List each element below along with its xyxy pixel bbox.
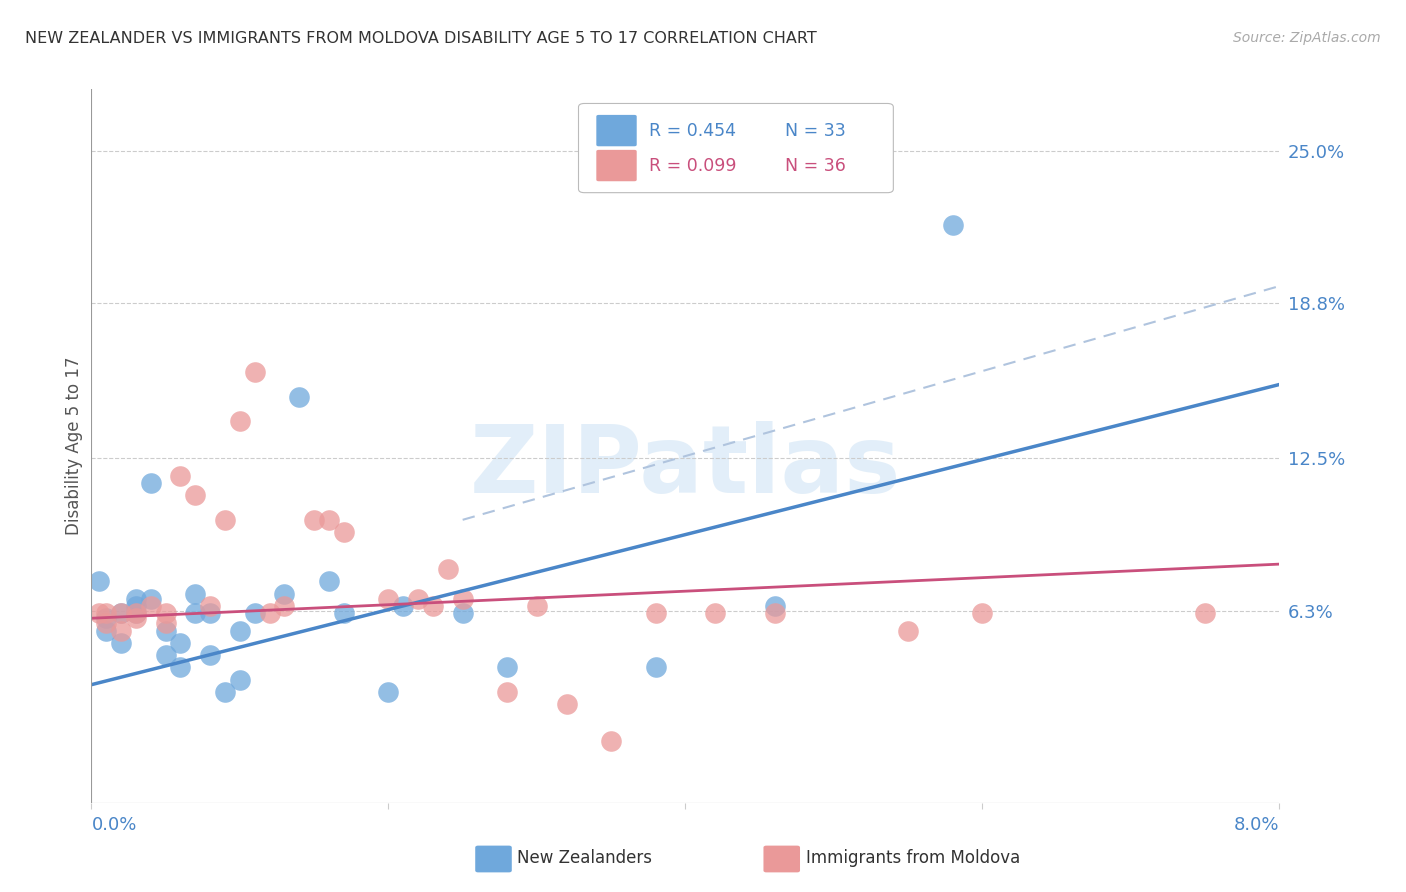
Point [288,390,311,404]
Point [169,468,191,483]
Point [214,513,236,527]
Text: R = 0.454: R = 0.454 [648,121,735,139]
Point [96,607,118,621]
Point [200,607,222,621]
Point [125,599,148,613]
Text: Source: ZipAtlas.com: Source: ZipAtlas.com [1233,31,1381,45]
Point [110,624,132,638]
Point [526,599,548,613]
Point [259,607,281,621]
Point [96,611,118,625]
Point [155,624,177,638]
Point [273,587,295,601]
Point [96,624,118,638]
Text: New Zealanders: New Zealanders [517,849,652,867]
Point [422,599,444,613]
Y-axis label: Disability Age 5 to 17: Disability Age 5 to 17 [65,357,83,535]
Point [318,513,340,527]
Point [302,513,325,527]
Point [229,414,252,428]
Point [110,607,132,621]
FancyBboxPatch shape [578,103,893,193]
Point [942,218,965,232]
Point [125,607,148,621]
Point [243,365,266,379]
Point [155,616,177,631]
Point [87,574,110,589]
Text: Immigrants from Moldova: Immigrants from Moldova [806,849,1019,867]
Point [377,685,399,699]
Point [1194,607,1216,621]
FancyBboxPatch shape [596,115,637,146]
Point [600,734,623,748]
Point [436,562,458,576]
Point [229,624,252,638]
Point [243,607,266,621]
Point [96,616,118,631]
Point [184,587,207,601]
Point [214,685,236,699]
Point [110,636,132,650]
Point [318,574,340,589]
Point [644,607,666,621]
Point [644,660,666,674]
Point [897,624,920,638]
Point [125,591,148,606]
Point [200,599,222,613]
Point [451,607,474,621]
Point [763,599,786,613]
Point [110,607,132,621]
Text: NEW ZEALANDER VS IMMIGRANTS FROM MOLDOVA DISABILITY AGE 5 TO 17 CORRELATION CHAR: NEW ZEALANDER VS IMMIGRANTS FROM MOLDOVA… [25,31,817,46]
Point [169,660,191,674]
Point [169,636,191,650]
Point [763,607,786,621]
Point [496,685,519,699]
Point [333,607,356,621]
Point [273,599,295,613]
Point [451,591,474,606]
Point [406,591,429,606]
Point [229,673,252,687]
Point [377,591,399,606]
Point [184,488,207,502]
Point [972,607,994,621]
Point [200,648,222,662]
Point [125,607,148,621]
Point [87,607,110,621]
Point [184,607,207,621]
Text: ZIPatlas: ZIPatlas [470,421,901,514]
Text: N = 36: N = 36 [785,157,846,175]
Point [155,607,177,621]
Point [392,599,415,613]
Text: N = 33: N = 33 [785,121,846,139]
Text: 8.0%: 8.0% [1234,816,1279,834]
Text: R = 0.099: R = 0.099 [648,157,737,175]
Point [155,648,177,662]
Point [139,591,162,606]
FancyBboxPatch shape [596,150,637,181]
Point [139,475,162,490]
Point [496,660,519,674]
Point [704,607,727,621]
Point [555,698,578,712]
Point [333,525,356,540]
Point [139,599,162,613]
Text: 0.0%: 0.0% [91,816,136,834]
Point [125,611,148,625]
